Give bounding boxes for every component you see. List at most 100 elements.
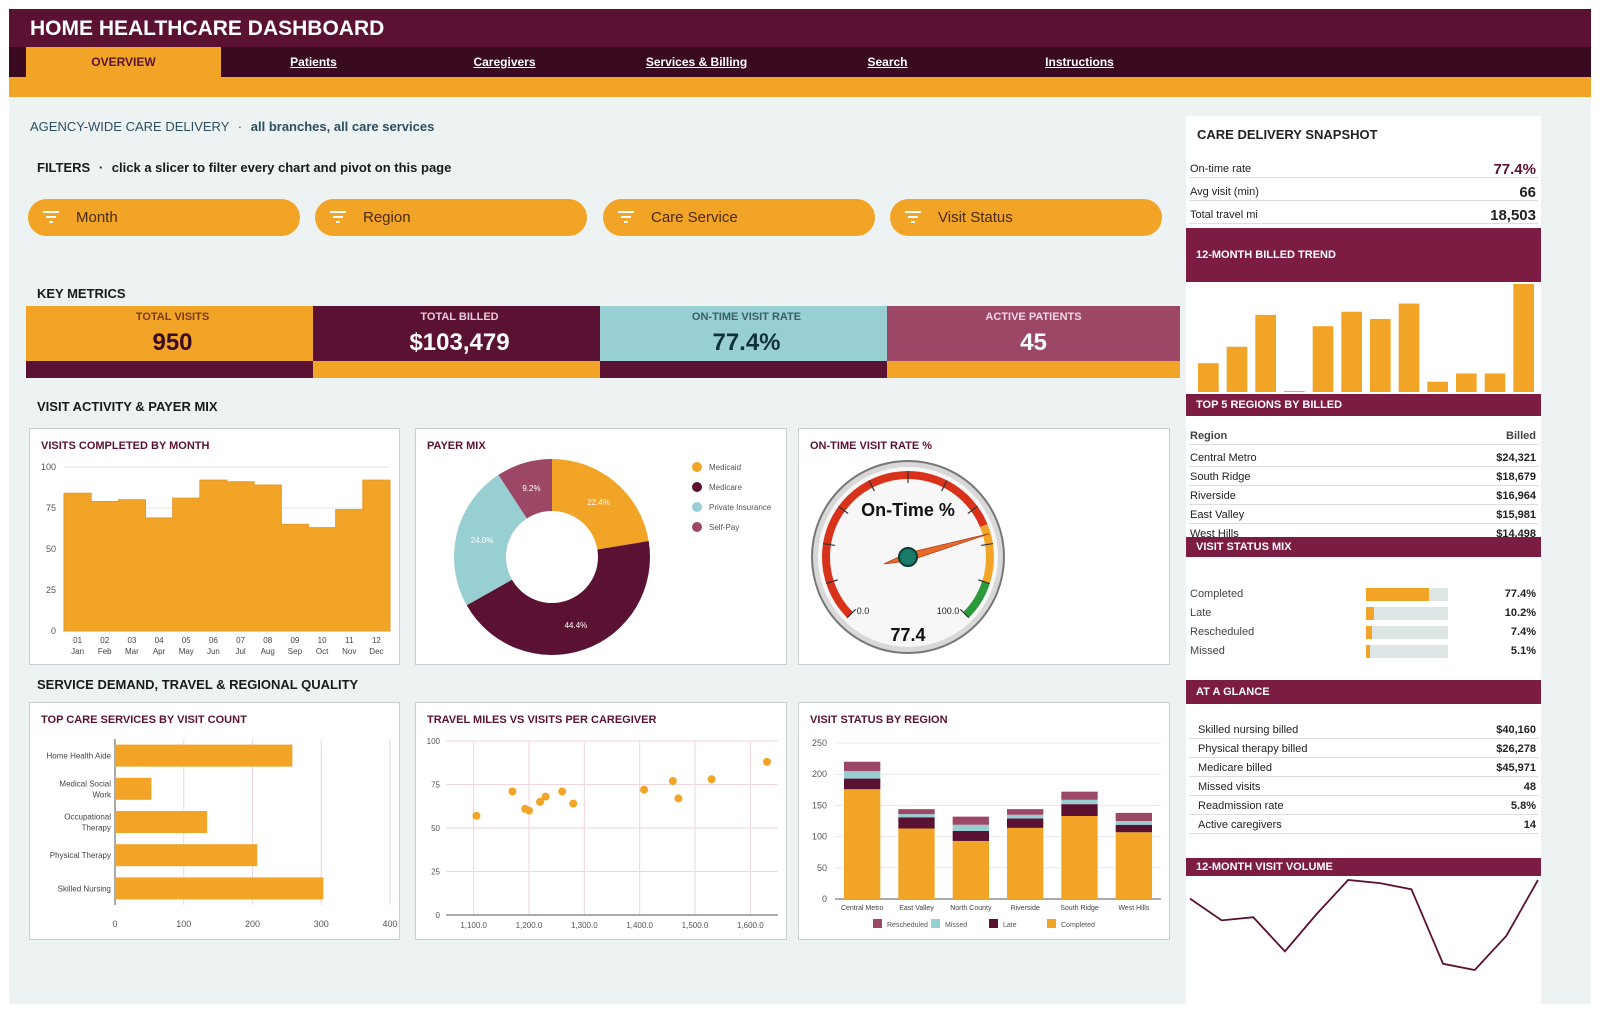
list-item: Missed 5.1% (1189, 643, 1538, 662)
bar (115, 844, 258, 867)
y-tick-label: 25 (46, 585, 56, 595)
slicer-month[interactable]: Month (28, 199, 300, 236)
gauge-label: On-Time % (861, 500, 955, 520)
glance-label: Medicare billed (1198, 762, 1272, 774)
table-row: Skilled nursing billed $40,160 (1189, 720, 1538, 739)
legend-label: Medicare (709, 483, 742, 492)
list-item: Late 10.2% (1189, 605, 1538, 624)
services-bar-chart: 0 100 200 300 400 Home Health Aide Medical Soc… (47, 739, 398, 929)
glance-value: 48 (1523, 781, 1536, 793)
status-bar-track (1366, 645, 1448, 658)
glance-value: $45,971 (1496, 762, 1536, 774)
scatter-point (762, 757, 771, 766)
filter-icon (905, 211, 921, 223)
stacked-bar-segment (1007, 814, 1044, 819)
legend-marker (692, 502, 702, 512)
legend-marker (1047, 919, 1056, 928)
nav-accent-stripe (9, 77, 1591, 97)
panel-travel-scatter: TRAVEL MILES VS VISITS PER CAREGIVER 0 25… (415, 702, 787, 940)
chart-title: PAYER MIX (427, 440, 486, 452)
gauge-band-orange (980, 524, 994, 584)
gauge-tick (980, 542, 994, 547)
slicer-visit-status[interactable]: Visit Status (890, 199, 1162, 236)
bar (1513, 284, 1534, 392)
tab-services-billing[interactable]: Services & Billing (645, 55, 748, 69)
snapshot-row: Total travel mi 18,503 (1189, 205, 1538, 224)
x-tick-label: 300 (314, 919, 329, 929)
y-tick-label: Physical Therapy (50, 851, 111, 860)
tab-overview[interactable]: OVERVIEW (26, 47, 221, 79)
legend-marker (692, 462, 702, 472)
stacked-bar-segment (1007, 809, 1044, 815)
list-item: Rescheduled 7.4% (1189, 624, 1538, 643)
status-bar-track (1366, 607, 1448, 620)
gauge-band-green (963, 580, 990, 618)
tab-caregivers[interactable]: Caregivers (473, 55, 536, 69)
y-tick-label: 50 (46, 544, 56, 554)
x-tick-label: East Valley (899, 905, 934, 912)
x-tick-label: Jun (207, 647, 220, 656)
status-value: 5.1% (1510, 645, 1536, 657)
pie-slice (552, 459, 649, 550)
panel-status-by-region: VISIT STATUS BY REGION 0 50 100 150 200 250 Ce… (798, 702, 1170, 940)
col-region: Region (1190, 430, 1228, 442)
table-row: East Valley $15,981 (1189, 505, 1538, 524)
kpi-value: 77.4% (712, 329, 781, 356)
bar (1198, 363, 1219, 392)
gauge-tick (822, 542, 836, 547)
bar (1341, 311, 1362, 392)
y-tick-label: Occupational (64, 813, 111, 822)
gauge-tick (868, 480, 875, 492)
filters-hint: click a slicer to filter every chart and… (111, 160, 452, 175)
tab-instructions[interactable]: Instructions (1045, 55, 1114, 69)
scatter-point (541, 792, 550, 801)
x-tick-label: Central Metro (841, 905, 884, 912)
x-tick-label: 200 (245, 919, 260, 929)
bar (115, 811, 208, 833)
kpi-label: TOTAL BILLED (420, 311, 499, 323)
kpi-strip (26, 361, 319, 378)
col-billed: Billed (1506, 430, 1536, 442)
slicer-region[interactable]: Region (315, 199, 587, 236)
visits-area-chart: 0 25 50 75 100 01 Jan 02 Feb 03 Mar 04 Apr 05 May 06 Jun… (41, 462, 391, 656)
top-regions-header: TOP 5 REGIONS BY BILLED (1186, 394, 1541, 416)
y-tick-label: 250 (812, 738, 827, 748)
region-name: Central Metro (1190, 452, 1257, 464)
status-bar-fill (1366, 626, 1373, 639)
x-tick-label: 1,100.0 (460, 921, 487, 930)
x-tick-label: 10 (318, 636, 327, 645)
y-tick-label: 0 (51, 626, 56, 636)
slicer-care-service[interactable]: Care Service (603, 199, 875, 236)
y-tick-label: 100 (812, 832, 827, 842)
stacked-bar-segment (1115, 824, 1152, 833)
pie-slice (466, 541, 650, 655)
tab-search[interactable]: Search (867, 55, 908, 69)
y-tick-label: Therapy (82, 824, 111, 833)
gauge-tick (978, 579, 990, 585)
x-tick-label: 03 (127, 636, 136, 645)
kpi-value: 950 (152, 329, 193, 356)
tab-patients[interactable]: Patients (290, 55, 337, 69)
chart-title: TOP CARE SERVICES BY VISIT COUNT (41, 714, 247, 726)
x-tick-label: 1,300.0 (571, 921, 598, 930)
x-tick-label: Jul (235, 647, 245, 656)
stacked-bar-segment (952, 816, 989, 825)
panel-top-services: TOP CARE SERVICES BY VISIT COUNT 0 100 200… (29, 702, 400, 940)
x-tick-label: 400 (382, 919, 397, 929)
legend-label: Missed (945, 922, 967, 929)
table-row: South Ridge $18,679 (1189, 467, 1538, 486)
y-tick-label: Home Health Aide (47, 752, 112, 761)
kpi-label: ON-TIME VISIT RATE (691, 311, 802, 323)
bar (1370, 318, 1391, 392)
kpi-value: $103,479 (409, 329, 510, 356)
slicer-label: Care Service (651, 209, 738, 226)
table-row: Medicare billed $45,971 (1189, 758, 1538, 777)
status-bar-track (1366, 588, 1448, 601)
stacked-bar-segment (1061, 791, 1098, 800)
legend-label: Medicaid (709, 463, 741, 472)
status-bar-fill (1366, 645, 1371, 658)
stacked-bar-segment (952, 840, 989, 899)
gauge-tick (967, 505, 978, 514)
chart-title: VISIT STATUS BY REGION (810, 714, 948, 726)
stacked-bar-segment (1007, 827, 1044, 899)
